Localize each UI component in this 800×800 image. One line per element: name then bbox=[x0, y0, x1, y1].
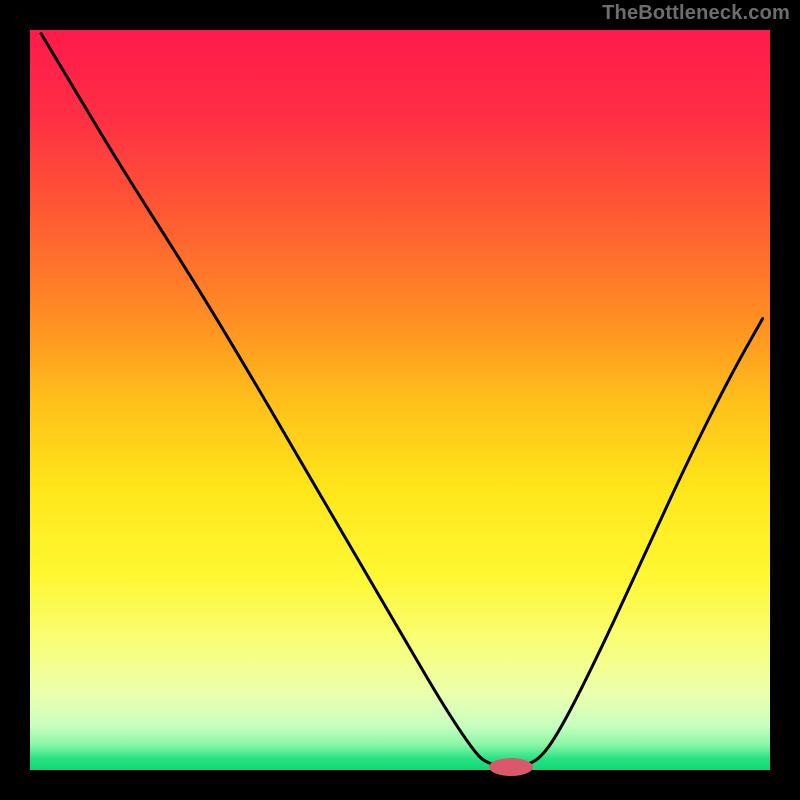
bottleneck-chart bbox=[0, 0, 800, 800]
chart-canvas: TheBottleneck.com bbox=[0, 0, 800, 800]
plot-background bbox=[30, 30, 770, 770]
watermark-text: TheBottleneck.com bbox=[602, 2, 790, 25]
optimal-marker bbox=[489, 758, 533, 776]
